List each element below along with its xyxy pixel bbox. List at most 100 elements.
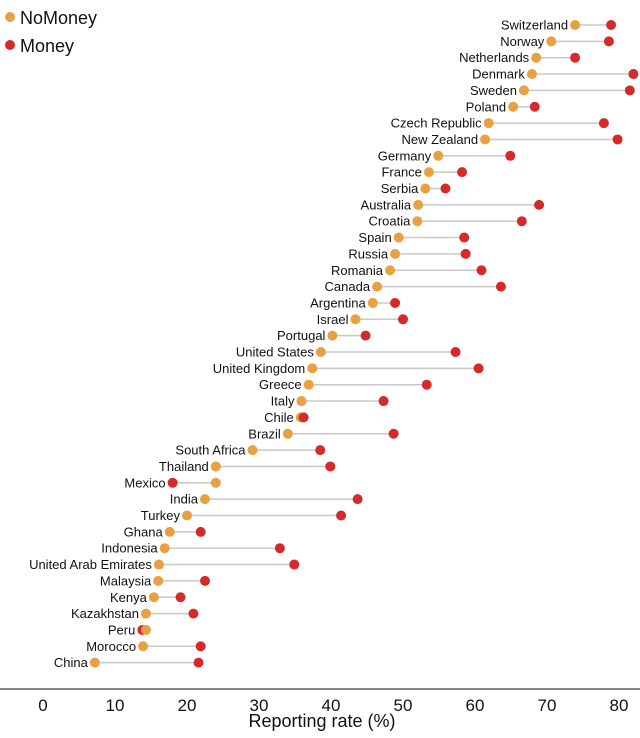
point-nomoney xyxy=(307,363,318,374)
country-label: Italy xyxy=(271,394,295,409)
point-money xyxy=(473,363,484,374)
point-money xyxy=(315,445,326,456)
x-axis-ticks: 0 10 20 30 40 50 60 70 80 xyxy=(38,696,628,715)
country-label: Sweden xyxy=(470,83,517,98)
point-money xyxy=(274,543,285,554)
point-nomoney xyxy=(372,281,383,292)
point-nomoney xyxy=(200,494,210,505)
chart-row: Italy xyxy=(271,394,389,409)
chart-row: Brazil xyxy=(248,426,399,441)
chart-row: Indonesia xyxy=(101,541,285,556)
chart-row: Spain xyxy=(358,230,470,245)
point-money xyxy=(476,265,487,276)
chart-row: Ghana xyxy=(124,524,206,539)
country-label: Brazil xyxy=(248,426,281,441)
point-nomoney xyxy=(350,314,361,325)
point-money xyxy=(175,592,186,603)
chart-row: Poland xyxy=(466,99,540,114)
chart-row: United Kingdom xyxy=(213,361,484,376)
point-money xyxy=(390,297,401,308)
chart-row: Australia xyxy=(361,197,545,212)
chart-row: Thailand xyxy=(159,459,336,474)
point-nomoney xyxy=(140,624,151,635)
point-money xyxy=(459,232,470,243)
legend-label-money: Money xyxy=(20,36,74,56)
point-nomoney xyxy=(390,248,401,259)
chart-row: Chile xyxy=(264,410,309,425)
chart-row: Sweden xyxy=(470,83,635,98)
point-money xyxy=(570,52,581,63)
chart-row: China xyxy=(54,655,204,670)
country-label: Canada xyxy=(325,279,371,294)
country-label: Czech Republic xyxy=(391,116,483,131)
point-money xyxy=(529,101,540,112)
point-nomoney xyxy=(546,36,557,47)
point-money xyxy=(505,150,516,161)
country-label: Morocco xyxy=(86,639,136,654)
point-nomoney xyxy=(247,445,258,456)
point-money xyxy=(628,69,639,80)
point-money xyxy=(516,216,527,227)
point-nomoney xyxy=(210,477,221,488)
chart-row: Turkey xyxy=(141,508,347,523)
point-nomoney xyxy=(138,641,149,652)
point-money xyxy=(193,657,204,668)
chart-row: United States xyxy=(236,345,461,360)
chart-row: Malaysia xyxy=(100,573,210,588)
chart-row: Denmark xyxy=(472,67,639,82)
point-nomoney xyxy=(327,330,338,341)
point-money xyxy=(495,281,506,292)
country-label: China xyxy=(54,655,89,670)
country-label: Portugal xyxy=(277,328,326,343)
point-money xyxy=(378,396,389,407)
country-label: Netherlands xyxy=(459,50,530,65)
country-label: Serbia xyxy=(381,181,419,196)
point-money xyxy=(188,608,199,619)
point-money xyxy=(606,20,617,30)
point-nomoney xyxy=(508,101,519,112)
country-label: Greece xyxy=(259,377,302,392)
point-money xyxy=(298,412,309,423)
point-nomoney xyxy=(570,20,581,30)
point-nomoney xyxy=(153,559,164,570)
x-tick-label: 50 xyxy=(394,696,413,715)
point-money xyxy=(421,379,432,390)
point-nomoney xyxy=(412,216,423,227)
point-nomoney xyxy=(420,183,431,194)
country-label: Australia xyxy=(361,197,412,212)
x-tick-label: 70 xyxy=(538,696,557,715)
point-nomoney xyxy=(531,52,542,63)
point-nomoney xyxy=(89,657,100,668)
point-money xyxy=(195,641,206,652)
country-label: Thailand xyxy=(159,459,209,474)
point-money xyxy=(603,36,614,47)
point-money xyxy=(200,575,210,586)
point-money xyxy=(612,134,623,145)
point-nomoney xyxy=(518,85,529,96)
point-money xyxy=(534,199,545,210)
country-label: Spain xyxy=(358,230,391,245)
country-label: Indonesia xyxy=(101,541,158,556)
point-nomoney xyxy=(148,592,159,603)
x-tick-label: 10 xyxy=(106,696,125,715)
country-label: Peru xyxy=(108,622,135,637)
x-tick-label: 60 xyxy=(466,696,485,715)
point-nomoney xyxy=(164,526,175,537)
chart-row: Morocco xyxy=(86,639,206,654)
point-nomoney xyxy=(433,150,444,161)
x-tick-label: 20 xyxy=(178,696,197,715)
country-label: Germany xyxy=(378,148,432,163)
country-label: France xyxy=(381,165,421,180)
x-tick-label: 80 xyxy=(610,696,629,715)
point-money xyxy=(398,314,408,325)
country-label: India xyxy=(170,492,199,507)
chart-row: Portugal xyxy=(277,328,371,343)
point-money xyxy=(336,510,347,521)
chart-row: Switzerland xyxy=(501,18,617,33)
point-money xyxy=(460,248,471,259)
chart-row: Croatia xyxy=(368,214,527,229)
country-label: Croatia xyxy=(368,214,411,229)
point-nomoney xyxy=(483,118,494,129)
point-nomoney xyxy=(303,379,314,390)
country-label: Norway xyxy=(500,34,545,49)
